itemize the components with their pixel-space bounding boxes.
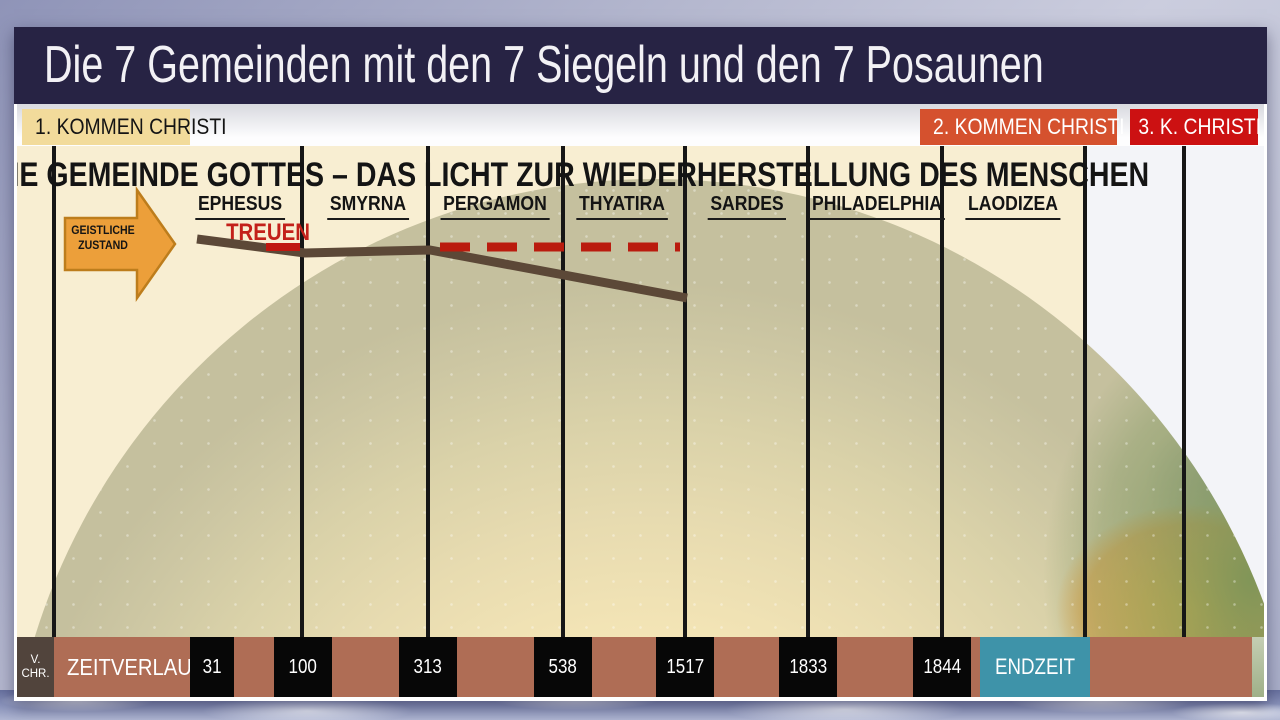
endzeit-box: ENDZEIT xyxy=(980,637,1090,697)
badge-first-coming: 1. KOMMEN CHRISTI xyxy=(22,109,227,145)
era-divider-line-313 xyxy=(426,146,430,637)
era-divider-line-1517 xyxy=(683,146,687,637)
timeline-axis-label: ZEITVERLAUF xyxy=(67,654,205,680)
faithful-label: TREUEN xyxy=(226,219,310,246)
era-divider-line-1844 xyxy=(940,146,944,637)
era-divider-line-first-coming xyxy=(52,146,56,637)
timeline-bar-fill: V. CHR. ZEITVERLAUF 31 100 313 538 1517 … xyxy=(17,637,1252,697)
church-label-pergamon: PERGAMON xyxy=(440,193,550,220)
globe-graphic xyxy=(17,179,1264,637)
badge-third-coming: 3. K. CHRISTI xyxy=(1130,109,1261,145)
badge-row: 1. KOMMEN CHRISTI 2. KOMMEN CHRISTI 3. K… xyxy=(17,104,1264,146)
church-label-smyrna: SMYRNA xyxy=(327,193,409,220)
date-box-1517: 1517 xyxy=(656,637,714,697)
church-label-laodizea: LAODIZEA xyxy=(965,193,1061,220)
date-box-31: 31 xyxy=(190,637,234,697)
badge-second-coming: 2. KOMMEN CHRISTI xyxy=(920,109,1125,145)
church-label-ephesus: EPHESUS xyxy=(195,193,285,220)
title-bar: Die 7 Gemeinden mit den 7 Siegeln und de… xyxy=(14,27,1267,104)
before-christ-box: V. CHR. xyxy=(17,637,54,697)
date-box-1844: 1844 xyxy=(913,637,971,697)
date-box-1833: 1833 xyxy=(779,637,837,697)
spiritual-state-arrow-label: GEISTLICHE ZUSTAND xyxy=(71,225,135,252)
era-divider-line-538 xyxy=(561,146,565,637)
timeline-bar: V. CHR. ZEITVERLAUF 31 100 313 538 1517 … xyxy=(17,637,1264,697)
era-divider-line-third-coming xyxy=(1182,146,1186,637)
main-diagram: DIE GEMEINDE GOTTES – DAS LICHT ZUR WIED… xyxy=(17,146,1264,637)
church-label-sardes: SARDES xyxy=(707,193,787,220)
date-box-100: 100 xyxy=(274,637,332,697)
date-box-538: 538 xyxy=(534,637,592,697)
era-divider-line-1833 xyxy=(806,146,810,637)
era-divider-line-second-coming xyxy=(1083,146,1087,637)
slide-panel: Die 7 Gemeinden mit den 7 Siegeln und de… xyxy=(14,27,1267,701)
slide-title: Die 7 Gemeinden mit den 7 Siegeln und de… xyxy=(44,36,1044,94)
church-label-philadelphia: PHILADELPHIA xyxy=(809,193,945,220)
era-divider-line-100 xyxy=(300,146,304,637)
date-box-313: 313 xyxy=(399,637,457,697)
church-label-thyatira: THYATIRA xyxy=(576,193,668,220)
diagram-subtitle: DIE GEMEINDE GOTTES – DAS LICHT ZUR WIED… xyxy=(17,156,1150,194)
